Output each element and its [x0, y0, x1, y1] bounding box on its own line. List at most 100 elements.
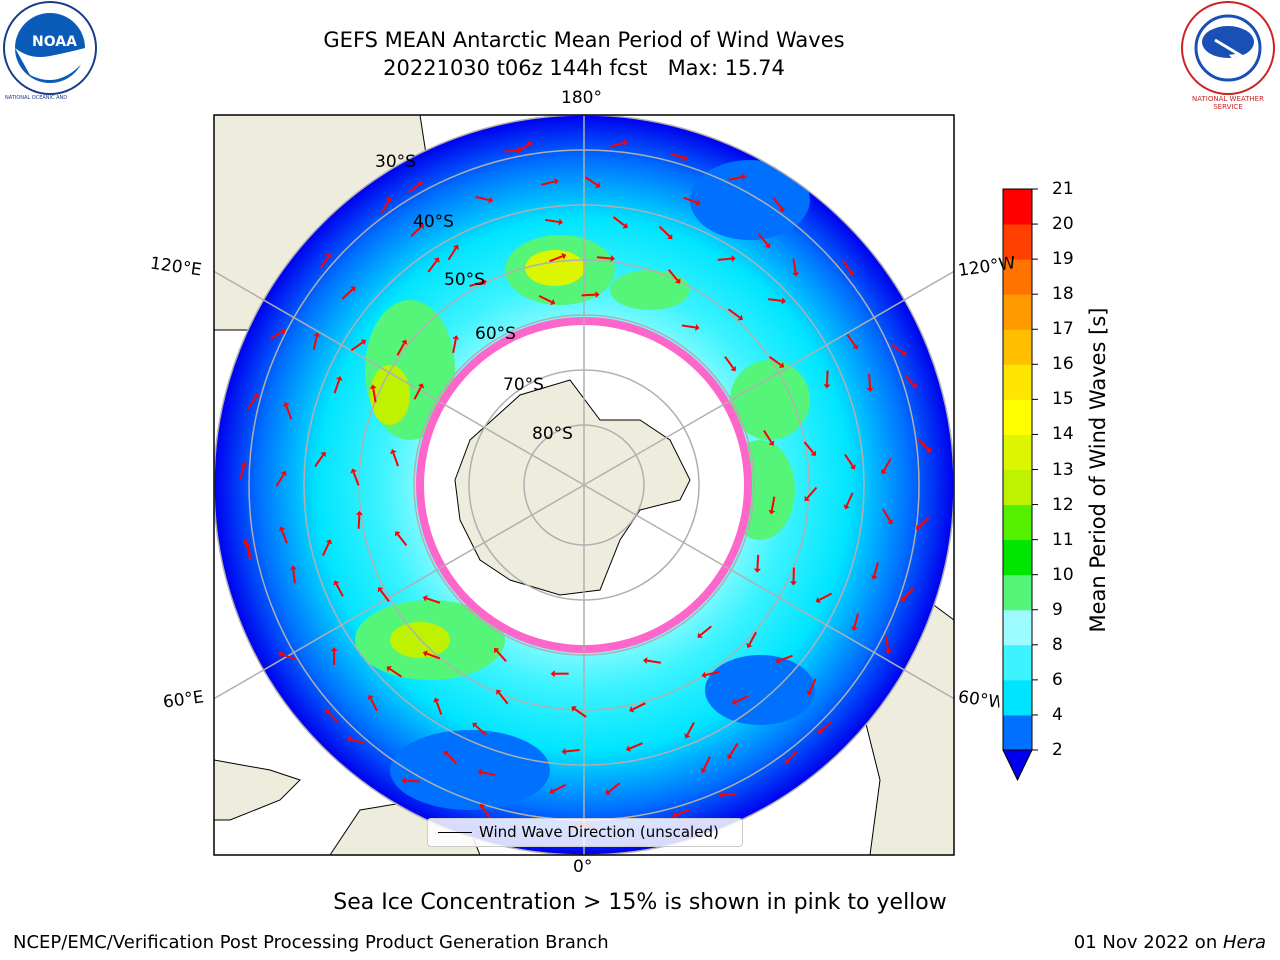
colorbar-segment: [1003, 329, 1032, 365]
colorbar-tick-label: 21: [1052, 179, 1074, 199]
colorbar-segment: [1003, 574, 1032, 611]
wave-arrow: [873, 562, 879, 577]
wave-arrow-head: [700, 767, 707, 773]
wave-arrow: [581, 293, 596, 297]
wave-arrow: [727, 308, 741, 319]
wave-arrow: [549, 255, 563, 263]
colorbar-tick-label: 13: [1052, 459, 1074, 480]
wave-arrow-head: [488, 196, 494, 204]
wave-arrow-head: [550, 670, 555, 678]
wave-arrow-head: [350, 468, 357, 474]
wave-arrow-head: [768, 509, 776, 515]
wave-arrow: [327, 710, 338, 723]
wave-arrow-head: [422, 650, 428, 657]
meridian-line: [583, 270, 954, 486]
wave-arrow: [381, 199, 390, 214]
wave-arrow-head: [695, 324, 700, 331]
wave-arrow: [728, 175, 743, 181]
wave-arrow-head: [240, 461, 248, 467]
colorbar-tick-label: 10: [1052, 564, 1074, 585]
wave-arrow: [612, 216, 626, 227]
colorbar-tick-label: 9: [1052, 599, 1063, 620]
wave-arrow: [427, 260, 438, 273]
wave-arrow: [724, 356, 735, 369]
wave-arrow-head: [422, 595, 428, 602]
wave-arrow: [474, 724, 487, 736]
map-legend: Wind Wave Direction (unscaled): [427, 818, 743, 847]
wave-arrow: [321, 542, 330, 556]
wave-arrow: [918, 438, 930, 451]
wave-arrow-head: [870, 574, 878, 580]
wave-arrow-head: [330, 647, 338, 652]
wave-arrow-head: [768, 440, 775, 446]
wave-arrow: [806, 486, 818, 499]
wave-arrow-head: [325, 253, 332, 259]
wave-arrow-head: [810, 450, 817, 456]
wave-arrow-head: [741, 173, 747, 181]
wave-arrow-head: [884, 649, 892, 655]
lat-label-30s: 30°S: [375, 152, 416, 172]
wave-arrow: [504, 148, 519, 153]
wave-arrow-head: [526, 141, 532, 148]
legend-label: Wind Wave Direction (unscaled): [479, 823, 719, 841]
ice-note: Sea Ice Concentration > 15% is shown in …: [333, 890, 947, 915]
wave-arrow: [281, 653, 296, 661]
wave-arrow: [629, 742, 643, 750]
wave-arrow: [350, 738, 365, 744]
wave-arrow: [396, 533, 408, 547]
wave-arrow-head: [280, 470, 287, 477]
wave-arrow: [435, 701, 443, 715]
wave-arrow: [778, 654, 793, 662]
wave-arrow-head: [737, 314, 743, 321]
wave-arrow-head: [732, 698, 738, 706]
wave-arrow: [818, 592, 833, 601]
wave-arrow: [285, 405, 293, 420]
wave-arrow: [735, 695, 749, 703]
wave-arrow-head: [401, 777, 406, 785]
wave-arrow: [610, 141, 625, 148]
colorbar-under-extension: [1002, 749, 1033, 782]
meridian-line: [214, 270, 585, 486]
wave-arrow-head: [625, 745, 631, 752]
wave-arrow-head: [320, 451, 326, 458]
wave-arrow: [681, 324, 696, 329]
wave-arrow-head: [753, 568, 761, 573]
wave-arrow: [844, 453, 854, 467]
wave-arrow-head: [333, 580, 340, 586]
colorbar-segment: [1003, 504, 1032, 541]
meridian-line: [583, 484, 954, 700]
wave-arrow: [584, 176, 598, 186]
wave-arrow: [722, 793, 737, 796]
wave-arrow-head: [697, 632, 703, 638]
title-line-1: GEFS MEAN Antarctic Mean Period of Wind …: [323, 28, 845, 52]
colorbar-segment: [1003, 539, 1032, 576]
colorbar-segment: [1003, 224, 1032, 260]
wave-arrow-head: [672, 811, 678, 819]
wave-arrow-head: [849, 464, 856, 470]
colorbar-tick-label: 17: [1052, 319, 1074, 340]
lon-label-180: 180°: [561, 88, 602, 108]
colorbar-tick-label: 19: [1052, 249, 1074, 270]
wave-arrow-head: [325, 708, 331, 714]
wave-arrow: [350, 341, 364, 352]
colorbar: [1002, 188, 1038, 782]
colorbar-segment: [1003, 399, 1032, 435]
wave-arrow-head: [727, 753, 734, 759]
wave-arrow-head: [900, 596, 906, 602]
wave-arrow-head: [479, 803, 486, 809]
wave-arrow-head: [496, 689, 502, 695]
wave-arrow: [312, 335, 318, 351]
wave-arrow-head: [346, 735, 352, 743]
noaa-logo: [3, 1, 97, 95]
wave-arrow: [763, 430, 773, 443]
wave-arrow: [319, 255, 329, 269]
wave-arrow: [275, 473, 285, 487]
wave-arrow-head: [701, 671, 707, 679]
wave-arrow-head: [444, 750, 450, 757]
wave-arrow: [314, 454, 324, 468]
wave-arrow-head: [289, 565, 297, 570]
wave-arrow-head: [494, 647, 500, 654]
wave-arrow: [675, 809, 690, 816]
wave-arrow: [544, 218, 560, 224]
colorbar-tick-label: 2: [1052, 740, 1063, 760]
